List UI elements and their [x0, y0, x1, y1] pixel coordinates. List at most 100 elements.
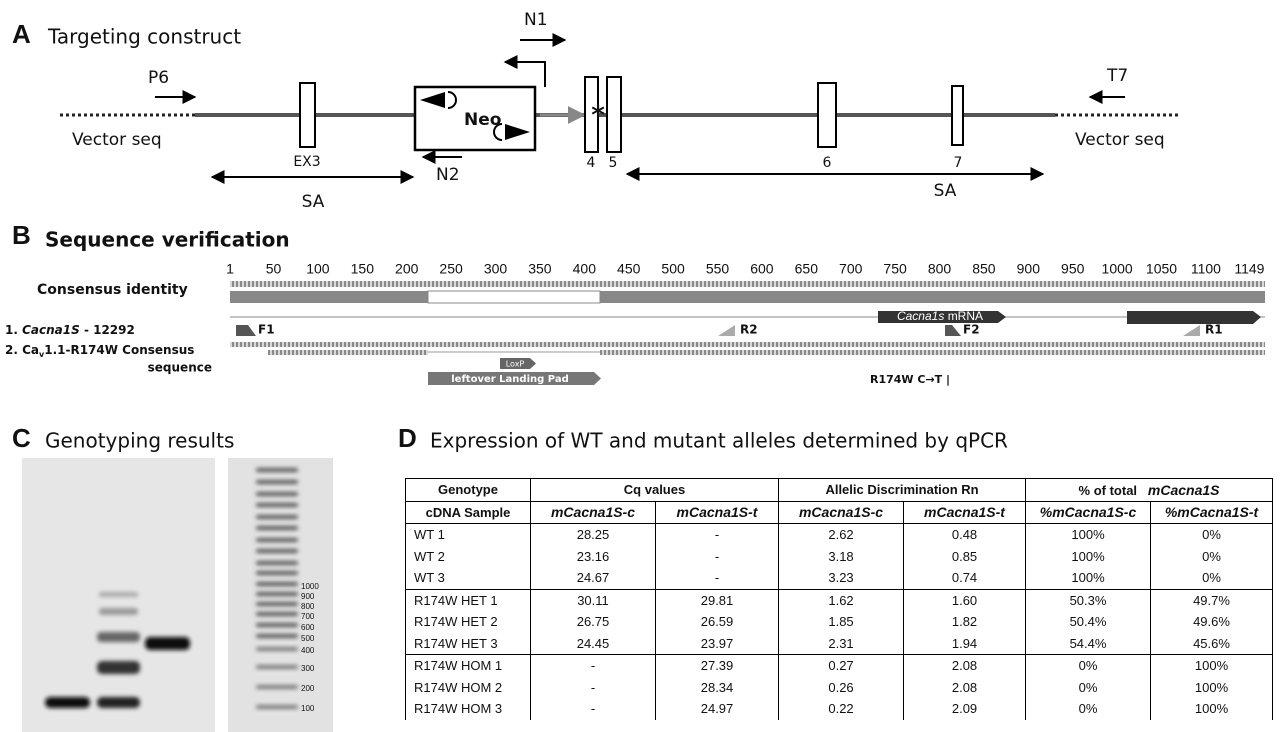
band	[97, 661, 140, 674]
ruler-label: 550	[706, 261, 730, 277]
ruler-label: 950	[1061, 261, 1085, 277]
ruler-label: 750	[883, 261, 907, 277]
table-cell: 28.25	[531, 524, 656, 546]
header-cell: mCacna1S-c	[779, 501, 904, 524]
band	[99, 592, 138, 597]
table-cell: 2.31	[779, 633, 904, 655]
vector-label: Vector seq	[72, 130, 162, 150]
panel-letter: A	[12, 19, 31, 49]
table-cell: R174W HET 1	[406, 589, 531, 611]
table-cell: -	[656, 524, 779, 546]
track-label: 1. Cacna1S - 12292	[5, 323, 135, 337]
ladder-band	[256, 612, 298, 616]
primer-label: R2	[740, 323, 758, 337]
track-label: 2. Cav1.1-R174W Consensus	[5, 343, 194, 359]
track-gene: Cacna1S	[22, 323, 80, 337]
table-cell: 0%	[1151, 546, 1273, 568]
table-cell: 26.59	[656, 611, 779, 633]
loxp-label: LoxP	[506, 360, 525, 369]
table-cell: 29.81	[656, 589, 779, 611]
sequence-hatch	[600, 350, 1265, 355]
table-cell: 2.62	[779, 524, 904, 546]
panel-title: Expression of WT and mutant alleles dete…	[430, 429, 1008, 453]
ruler-label: 250	[439, 261, 463, 277]
table-cell: 0.74	[904, 567, 1026, 589]
table-cell: 50.3%	[1026, 589, 1151, 611]
primer-label: N2	[436, 165, 460, 185]
table-cell: 26.75	[531, 611, 656, 633]
ladder-label: 200	[301, 684, 315, 693]
table-cell: 100%	[1151, 698, 1273, 720]
track-suffix: - 12292	[84, 323, 135, 337]
table-cell: 23.16	[531, 546, 656, 568]
table-cell: 49.6%	[1151, 611, 1273, 633]
table-cell: 24.67	[531, 567, 656, 589]
ruler-label: 700	[839, 261, 863, 277]
band	[145, 637, 190, 650]
ruler-label: 800	[928, 261, 952, 277]
header-cell: mCacna1S-c	[531, 501, 656, 524]
exon	[300, 83, 315, 147]
panel-letter: C	[12, 423, 31, 453]
table-cell: 1.60	[904, 589, 1026, 611]
track-prefix: 1.	[5, 323, 18, 337]
table-cell: WT 2	[406, 546, 531, 568]
header-cell: Cq values	[531, 479, 779, 502]
ladder-band	[256, 549, 298, 553]
ladder-label: 700	[301, 612, 315, 621]
exon	[818, 83, 836, 147]
ladder-band	[256, 526, 298, 530]
identity-bar	[600, 291, 1265, 303]
ruler-label: 1149	[1234, 261, 1264, 277]
ladder-band	[256, 647, 298, 651]
table-cell: 30.11	[531, 589, 656, 611]
ruler-label: 450	[617, 261, 641, 277]
table-cell: 2.08	[904, 655, 1026, 677]
ruler-label: 1100	[1191, 261, 1221, 277]
header-cell: Allelic Discrimination Rn	[779, 479, 1026, 502]
table-cell: 100%	[1026, 524, 1151, 546]
table-cell: 54.4%	[1026, 633, 1151, 655]
track-label: Consensus identity	[37, 282, 188, 298]
primer-mark	[236, 325, 256, 336]
table-cell: 0.85	[904, 546, 1026, 568]
arm-label: SA	[302, 192, 325, 212]
table-cell: WT 3	[406, 567, 531, 589]
primer-label: F2	[963, 323, 980, 337]
table-cell: 0.22	[779, 698, 904, 720]
ladder-band	[256, 602, 298, 606]
sequence-hatch	[268, 350, 428, 355]
ruler-label: 1000	[1102, 261, 1133, 277]
ladder-band	[256, 468, 298, 472]
header-text: % of total	[1079, 483, 1138, 498]
table-cell: 1.82	[904, 611, 1026, 633]
landing-pad-label: leftover Landing Pad	[451, 374, 568, 385]
ruler-label: 600	[750, 261, 774, 277]
table-cell: R174W HOM 2	[406, 677, 531, 699]
mrna-suffix: mRNA	[948, 309, 983, 323]
table-cell: 100%	[1151, 677, 1273, 699]
header-cell: mCacna1S-t	[904, 501, 1026, 524]
table-cell: 0%	[1026, 655, 1151, 677]
ladder-band	[256, 480, 298, 484]
table-cell: -	[656, 567, 779, 589]
identity-gap	[428, 291, 600, 303]
arm-label: SA	[934, 181, 957, 201]
table-cell: 100%	[1151, 655, 1273, 677]
panel-title: Targeting construct	[47, 25, 241, 49]
primer-label: R1	[1205, 323, 1223, 337]
table-cell: 0.27	[779, 655, 904, 677]
ladder-label: 900	[301, 592, 315, 601]
ruler-label: 400	[573, 261, 597, 277]
header-cell: %mCacna1S-t	[1151, 501, 1273, 524]
ruler-label: 150	[351, 261, 375, 277]
mrna-feature	[1127, 311, 1261, 324]
ladder-label: 300	[301, 664, 315, 673]
header-cell: mCacna1S-t	[656, 501, 779, 524]
primer-label: P6	[148, 68, 169, 88]
table-cell: R174W HOM 3	[406, 698, 531, 720]
